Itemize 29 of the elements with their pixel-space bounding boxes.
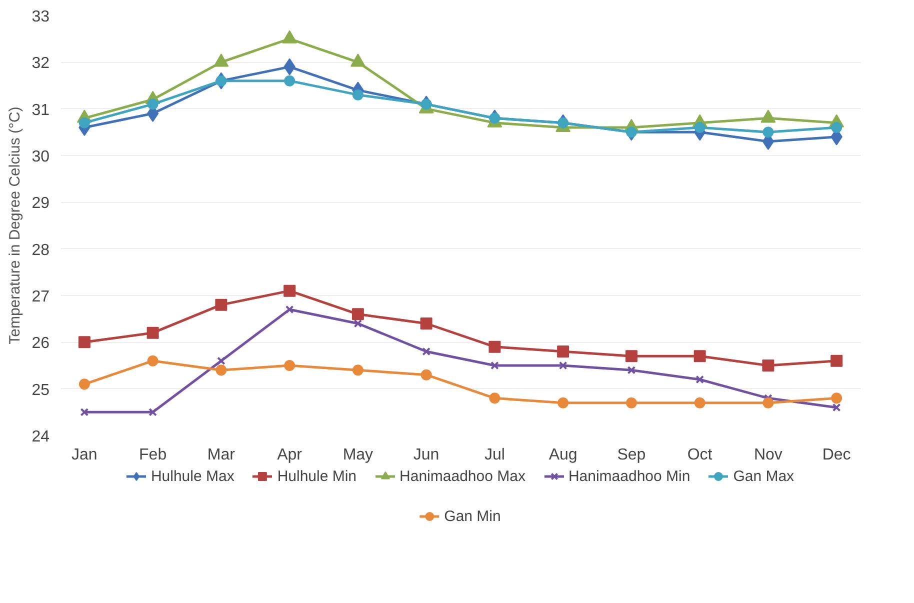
x-tick-label: Aug — [548, 446, 578, 464]
x-tick-label: Dec — [822, 446, 851, 464]
y-tick-label: 27 — [32, 288, 50, 306]
x-tick-label: Nov — [754, 446, 782, 464]
y-tick-label: 32 — [32, 55, 50, 72]
legend-label: Hulhule Min — [277, 468, 357, 484]
x-tick-label: Jun — [413, 446, 440, 464]
legend-label: Gan Max — [733, 468, 794, 484]
x-tick-label: Jul — [484, 446, 505, 464]
legend-label: Hanimaadhoo Min — [568, 468, 690, 484]
y-tick-label: 31 — [32, 102, 50, 119]
legend-label: Hulhule Max — [150, 468, 234, 484]
x-tick-label: May — [342, 446, 374, 464]
x-tick-label: Sep — [617, 446, 646, 464]
legend-label: Gan Min — [444, 508, 501, 524]
y-tick-label: 25 — [32, 382, 50, 399]
y-tick-label: 28 — [32, 242, 50, 259]
x-tick-label: Feb — [139, 446, 167, 464]
y-tick-label: 33 — [32, 8, 50, 26]
x-tick-label: Oct — [687, 446, 713, 464]
legend-label: Hanimaadhoo Max — [400, 468, 526, 484]
y-tick-label: 29 — [32, 195, 50, 212]
x-tick-label: Jan — [72, 446, 98, 464]
y-tick-label: 24 — [32, 428, 50, 446]
x-tick-label: Apr — [277, 446, 303, 464]
y-axis-title: Temperature in Degree Celcius (°C) — [6, 106, 24, 344]
y-tick-label: 30 — [32, 148, 50, 166]
y-tick-label: 26 — [32, 335, 50, 352]
x-tick-label: Mar — [207, 446, 236, 464]
